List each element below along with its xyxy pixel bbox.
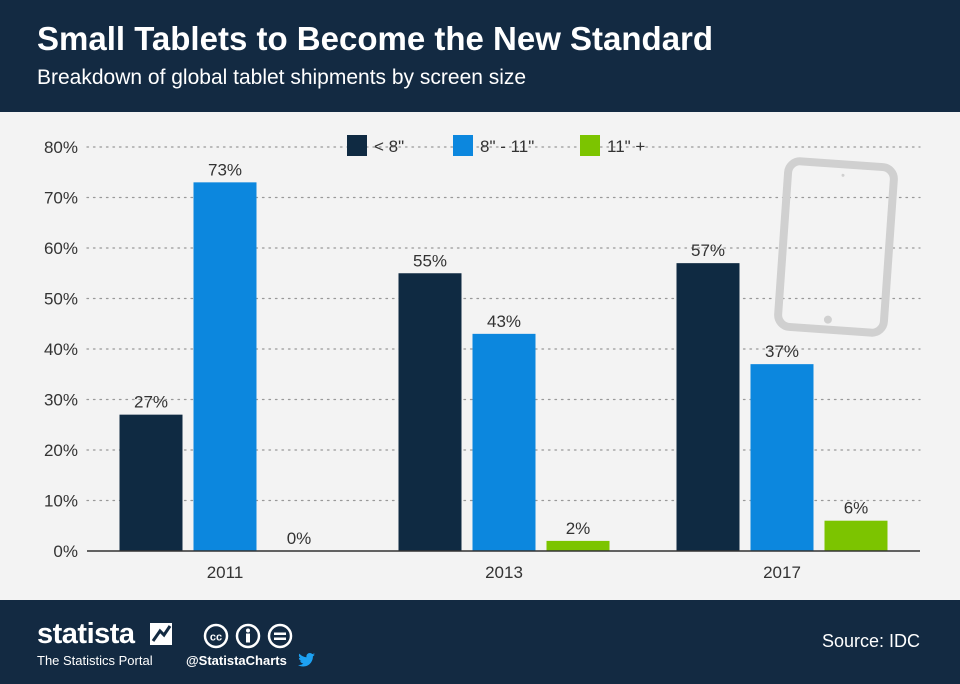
bar [676, 263, 740, 551]
twitter-icon[interactable] [298, 652, 316, 668]
data-label: 27% [134, 393, 168, 412]
bar [750, 364, 814, 551]
legend-swatch [453, 135, 473, 156]
y-tick-label: 60% [44, 239, 78, 258]
bar [472, 333, 536, 551]
data-label: 6% [844, 499, 869, 518]
bar [193, 182, 257, 551]
y-tick-label: 80% [44, 138, 78, 157]
bar [398, 273, 462, 551]
y-tick-label: 0% [53, 542, 78, 561]
no-derivatives-icon [267, 623, 293, 649]
chart-title: Small Tablets to Become the New Standard [37, 20, 714, 57]
bar [824, 520, 888, 551]
legend: < 8" 8" - 11" 11" + [347, 135, 645, 156]
bar [546, 540, 610, 551]
data-label: 55% [413, 251, 447, 270]
legend-label: 8" - 11" [480, 137, 534, 156]
header: Small Tablets to Become the New Standard… [0, 0, 960, 112]
bar [119, 414, 183, 551]
legend-swatch [580, 135, 600, 156]
y-tick-label: 40% [44, 340, 78, 359]
attribution-icon [235, 623, 261, 649]
statista-logo-icon [150, 623, 172, 645]
data-label: 73% [208, 160, 242, 179]
brand-tagline: The Statistics Portal [37, 653, 153, 668]
legend-label: < 8" [374, 137, 404, 156]
data-label: 43% [487, 312, 521, 331]
social-handle[interactable]: @StatistaCharts [186, 653, 287, 668]
legend-swatch [347, 135, 367, 156]
tablet-icon [774, 157, 898, 337]
data-label: 0% [287, 529, 312, 548]
source-label: Source: IDC [821, 631, 920, 651]
bar-chart: 0% 10% 20% 30% 40% 50% 60% 70% 80% 27% 73% 0% 55% 43… [44, 135, 921, 582]
x-axis: 2011 2013 2017 [87, 550, 920, 582]
plot-area: 0% 10% 20% 30% 40% 50% 60% 70% 80% 27% 73% 0% 55% 43… [0, 112, 960, 600]
chart-subtitle: Breakdown of global tablet shipments by … [37, 66, 527, 89]
y-axis: 0% 10% 20% 30% 40% 50% 60% 70% 80% [44, 138, 78, 561]
y-tick-label: 10% [44, 492, 78, 511]
license-icons[interactable]: cc [202, 622, 298, 650]
x-tick-label: 2017 [763, 563, 801, 582]
data-label: 57% [691, 241, 725, 260]
y-tick-label: 30% [44, 391, 78, 410]
x-tick-label: 2013 [485, 563, 523, 582]
data-label: 2% [566, 519, 591, 538]
x-tick-label: 2011 [207, 563, 244, 582]
creative-commons-icon: cc [203, 623, 229, 649]
svg-text:cc: cc [210, 632, 222, 644]
y-tick-label: 20% [44, 441, 78, 460]
footer: statista The Statistics Portal cc @Stati… [0, 600, 960, 684]
y-tick-label: 70% [44, 189, 78, 208]
statista-logo[interactable]: statista [37, 618, 135, 650]
data-labels: 27% 73% 0% 55% 43% 2% 57% 37% 6% [134, 160, 868, 548]
bars [119, 182, 888, 551]
data-label: 37% [765, 342, 799, 361]
legend-label: 11" + [607, 137, 645, 156]
y-tick-label: 50% [44, 290, 78, 309]
